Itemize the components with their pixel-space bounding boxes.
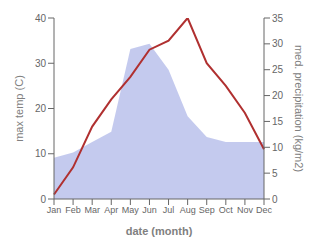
svg-text:Aug: Aug — [180, 205, 196, 215]
svg-text:40: 40 — [35, 13, 47, 24]
svg-text:max temp (C): max temp (C) — [13, 75, 25, 142]
svg-text:0: 0 — [272, 194, 278, 205]
svg-text:med. precipitation (kg/m2): med. precipitation (kg/m2) — [293, 45, 305, 172]
svg-text:25: 25 — [272, 64, 284, 75]
svg-text:Apr: Apr — [104, 205, 118, 215]
svg-text:Oct: Oct — [219, 205, 234, 215]
svg-text:Dec: Dec — [256, 205, 273, 215]
svg-text:5: 5 — [272, 168, 278, 179]
svg-text:Jun: Jun — [142, 205, 157, 215]
svg-text:30: 30 — [272, 38, 284, 49]
svg-text:35: 35 — [272, 13, 284, 24]
svg-text:30: 30 — [35, 58, 47, 69]
svg-text:20: 20 — [272, 90, 284, 101]
svg-text:Jan: Jan — [47, 205, 62, 215]
svg-text:Nov: Nov — [237, 205, 254, 215]
svg-text:10: 10 — [272, 142, 284, 153]
svg-text:Feb: Feb — [65, 205, 81, 215]
svg-text:Sep: Sep — [199, 205, 215, 215]
svg-text:date (month): date (month) — [126, 225, 193, 237]
svg-text:20: 20 — [35, 103, 47, 114]
svg-text:10: 10 — [35, 148, 47, 159]
svg-text:15: 15 — [272, 116, 284, 127]
svg-text:May: May — [122, 205, 140, 215]
svg-text:Jul: Jul — [163, 205, 175, 215]
svg-text:Mar: Mar — [84, 205, 100, 215]
svg-text:0: 0 — [40, 194, 46, 205]
